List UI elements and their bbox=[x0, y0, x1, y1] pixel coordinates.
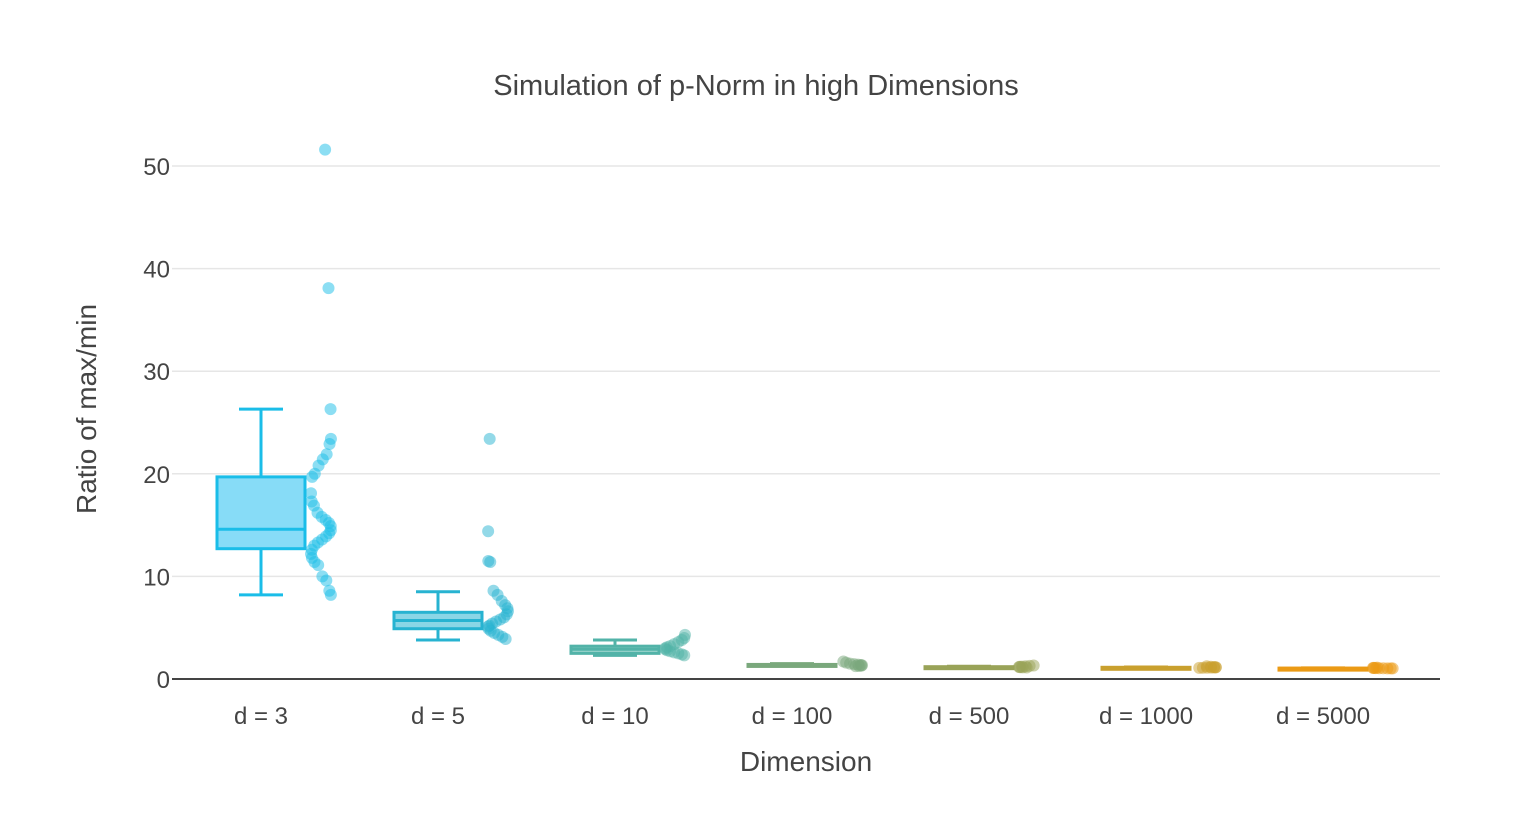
gridlines bbox=[172, 165, 1440, 578]
x-tick-label: d = 5000 bbox=[1276, 703, 1370, 730]
data-point bbox=[322, 282, 335, 295]
x-tick-label: d = 500 bbox=[929, 703, 1010, 730]
y-tick-label: 30 bbox=[143, 359, 170, 386]
data-point bbox=[849, 660, 862, 673]
box-trace bbox=[569, 628, 691, 662]
x-tick-label: d = 5 bbox=[411, 703, 465, 730]
data-point bbox=[484, 556, 497, 569]
data-point bbox=[1386, 662, 1399, 675]
y-tick-label: 50 bbox=[143, 154, 170, 181]
x-tick-label: d = 100 bbox=[752, 703, 833, 730]
box-trace bbox=[746, 655, 868, 673]
data-point bbox=[312, 559, 325, 572]
y-tick-label: 20 bbox=[143, 462, 170, 489]
box-trace bbox=[923, 659, 1040, 674]
data-point bbox=[320, 574, 333, 587]
data-point bbox=[1020, 661, 1033, 674]
y-axis-ticks: 0 10 20 30 40 50 bbox=[143, 154, 170, 694]
box-trace bbox=[392, 432, 514, 645]
y-tick-label: 10 bbox=[143, 564, 170, 591]
x-axis-label: Dimension bbox=[740, 746, 872, 777]
data-point bbox=[678, 649, 691, 662]
data-point bbox=[482, 525, 495, 538]
plot-area bbox=[215, 143, 1399, 675]
x-tick-label: d = 1000 bbox=[1099, 703, 1193, 730]
y-tick-label: 40 bbox=[143, 257, 170, 284]
x-axis-ticks: d = 3 d = 5 d = 10 d = 100 d = 500 d = 1000 d … bbox=[234, 703, 1370, 730]
iqr-box bbox=[215, 475, 307, 551]
data-point bbox=[483, 432, 496, 445]
x-tick-label: d = 10 bbox=[581, 703, 648, 730]
chart-title: Simulation of p-Norm in high Dimensions bbox=[493, 70, 1018, 102]
data-point bbox=[1193, 661, 1206, 674]
data-point bbox=[306, 470, 319, 483]
y-axis-label: Ratio of max/min bbox=[71, 304, 102, 514]
data-point bbox=[324, 403, 337, 416]
data-point bbox=[323, 438, 336, 451]
box-trace bbox=[1100, 660, 1222, 674]
y-tick-label: 0 bbox=[157, 667, 170, 694]
data-point bbox=[324, 588, 337, 601]
x-tick-label: d = 3 bbox=[234, 703, 288, 730]
data-point bbox=[319, 143, 332, 156]
box-trace bbox=[1277, 661, 1399, 675]
box-trace bbox=[215, 143, 337, 601]
data-point bbox=[499, 632, 512, 645]
